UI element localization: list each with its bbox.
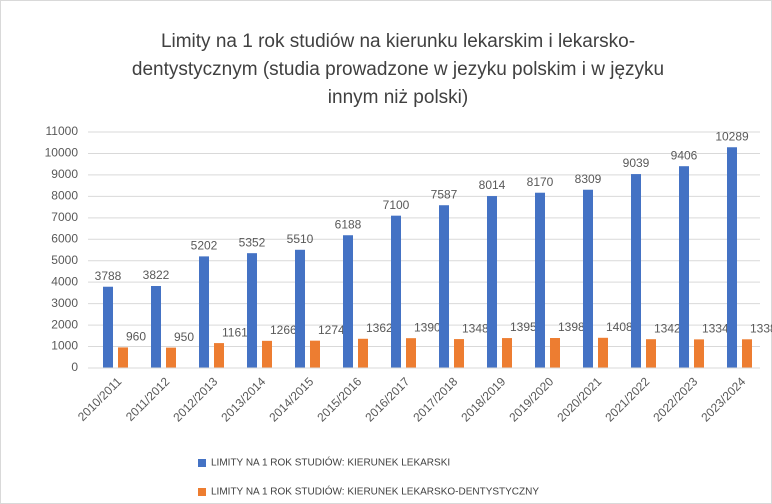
y-tick-label: 11000 <box>46 124 79 138</box>
bar <box>646 339 656 368</box>
bar <box>598 337 608 368</box>
y-tick-label: 5000 <box>51 253 78 267</box>
data-label: 3788 <box>95 269 122 283</box>
y-tick-label: 1000 <box>51 339 78 353</box>
data-label: 1398 <box>558 320 585 334</box>
y-tick-label: 6000 <box>51 231 78 245</box>
data-label: 8170 <box>527 175 554 189</box>
data-label: 5510 <box>287 232 314 246</box>
data-label: 960 <box>126 330 146 344</box>
y-tick-label: 4000 <box>51 274 78 288</box>
data-label: 1395 <box>510 320 537 334</box>
data-label: 1266 <box>270 323 297 337</box>
bar <box>694 339 704 368</box>
data-label: 5202 <box>191 239 218 253</box>
data-label: 1342 <box>654 321 681 335</box>
bar <box>727 147 737 368</box>
bar <box>439 205 449 368</box>
y-tick-label: 7000 <box>51 210 78 224</box>
data-label: 3822 <box>143 268 170 282</box>
data-label: 7587 <box>431 187 458 201</box>
data-label: 9406 <box>671 148 698 162</box>
data-label: 6188 <box>335 217 362 231</box>
y-tick-label: 0 <box>71 360 78 374</box>
bar <box>343 235 353 368</box>
data-label: 9039 <box>623 156 650 170</box>
legend-swatch <box>198 459 206 467</box>
bar <box>199 256 209 368</box>
bar <box>247 253 257 368</box>
bar <box>391 215 401 368</box>
data-label: 1362 <box>366 321 393 335</box>
bar <box>103 286 113 368</box>
data-label: 5352 <box>239 235 266 249</box>
bar <box>406 338 416 368</box>
data-label: 7100 <box>383 198 410 212</box>
bar <box>151 286 161 368</box>
bar <box>679 166 689 368</box>
data-label: 1338 <box>750 321 772 335</box>
bar <box>295 249 305 368</box>
y-tick-label: 3000 <box>51 296 78 310</box>
bar <box>454 339 464 368</box>
bar <box>358 338 368 368</box>
data-label: 1408 <box>606 320 633 334</box>
legend-label: LIMITY NA 1 ROK STUDIÓW: KIERUNEK LEKARS… <box>211 485 539 498</box>
data-label: 1161 <box>222 325 248 339</box>
bar <box>631 174 641 368</box>
chart-title: Limity na 1 rok studiów na kierunku leka… <box>161 31 635 52</box>
y-tick-label: 9000 <box>51 167 78 181</box>
data-label: 1274 <box>318 323 345 337</box>
bar <box>166 347 176 368</box>
bar <box>214 343 224 368</box>
bar <box>487 196 497 368</box>
bar <box>502 338 512 368</box>
data-label: 1334 <box>702 322 729 336</box>
chart-title: innym niż polski) <box>328 87 468 108</box>
bar <box>742 339 752 368</box>
bar <box>118 347 128 368</box>
bar <box>310 340 320 368</box>
y-tick-label: 10000 <box>45 146 79 160</box>
bar <box>583 189 593 368</box>
legend-swatch <box>198 488 206 496</box>
chart-title: dentystycznym (studia prowadzone w jezyk… <box>132 59 664 80</box>
data-label: 1348 <box>462 321 489 335</box>
bar <box>535 192 545 368</box>
bar <box>262 340 272 368</box>
data-label: 950 <box>174 330 194 344</box>
y-tick-label: 8000 <box>51 189 78 203</box>
data-label: 8014 <box>479 178 506 192</box>
bar <box>550 338 560 368</box>
legend-label: LIMITY NA 1 ROK STUDIÓW: KIERUNEK LEKARS… <box>211 456 450 469</box>
data-label: 1390 <box>414 320 441 334</box>
data-label: 8309 <box>575 172 602 186</box>
data-label: 10289 <box>715 129 749 143</box>
y-tick-label: 2000 <box>51 317 78 331</box>
